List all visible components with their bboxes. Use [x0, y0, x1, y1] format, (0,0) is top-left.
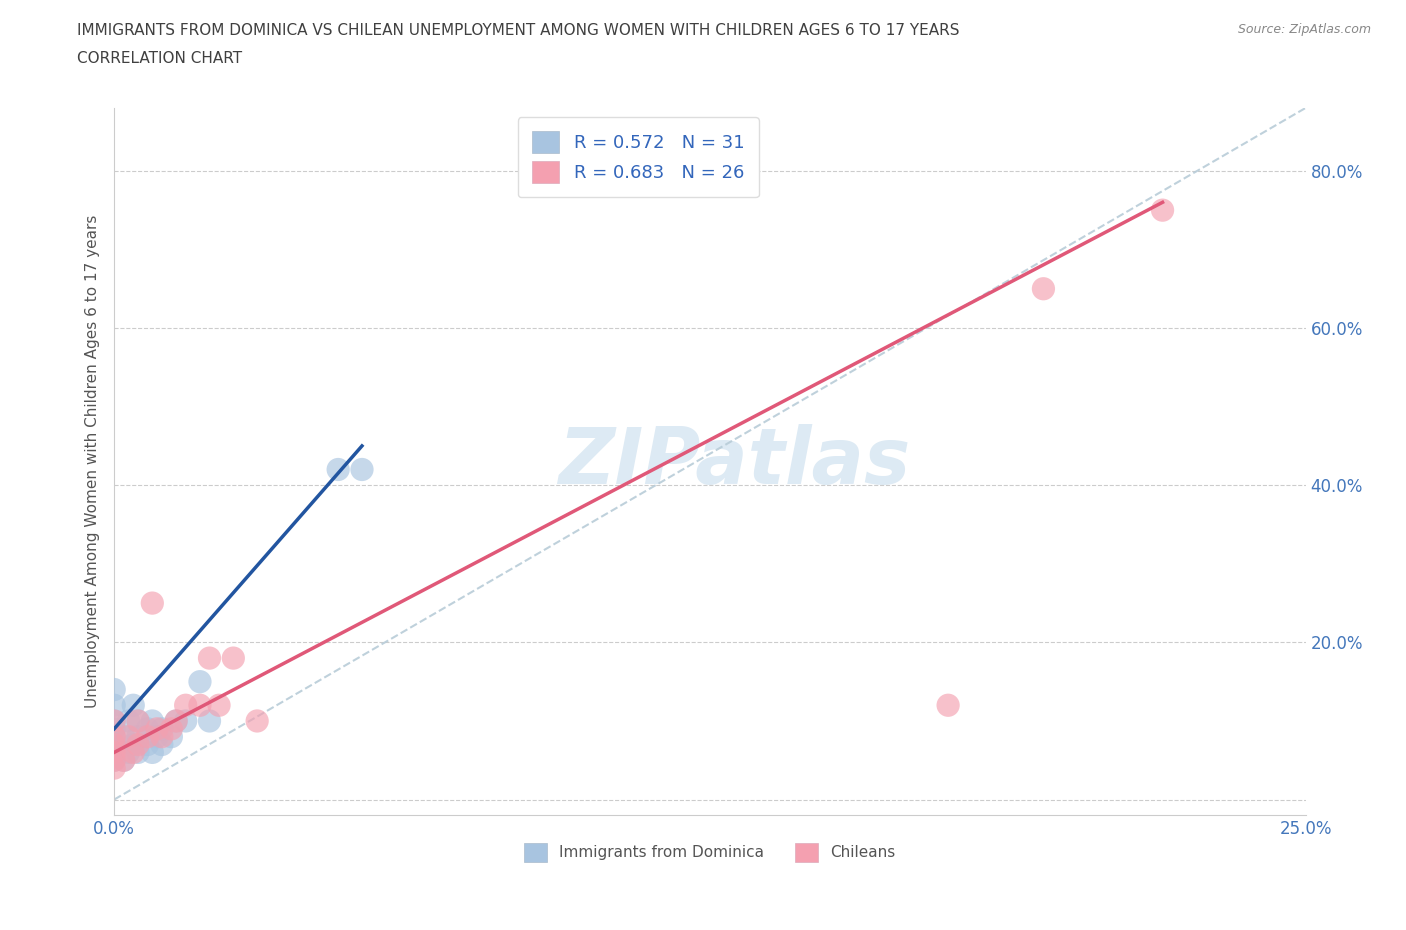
Point [122, 745, 145, 760]
Text: IMMIGRANTS FROM DOMINICA VS CHILEAN UNEMPLOYMENT AMONG WOMEN WITH CHILDREN AGES : IMMIGRANTS FROM DOMINICA VS CHILEAN UNEM… [77, 23, 960, 38]
Point [136, 722, 159, 737]
Point [103, 752, 125, 767]
Point [103, 737, 125, 752]
Text: Source: ZipAtlas.com: Source: ZipAtlas.com [1237, 23, 1371, 36]
Point [136, 737, 159, 752]
Point [208, 698, 231, 712]
Point [103, 698, 125, 712]
Text: CORRELATION CHART: CORRELATION CHART [77, 51, 242, 66]
Point [103, 682, 125, 697]
Point [112, 752, 135, 767]
Point [136, 729, 159, 744]
Legend: Immigrants from Dominica, Chileans: Immigrants from Dominica, Chileans [519, 837, 901, 868]
Point [112, 729, 135, 744]
Y-axis label: Unemployment Among Women with Children Ages 6 to 17 years: Unemployment Among Women with Children A… [86, 215, 100, 709]
Point [141, 595, 163, 610]
Point [103, 737, 125, 752]
Point [328, 462, 350, 477]
Point [103, 729, 125, 744]
Point [350, 462, 373, 477]
Point [141, 745, 163, 760]
Point [150, 737, 173, 752]
Point [150, 722, 173, 737]
Point [1152, 203, 1174, 218]
Point [117, 745, 139, 760]
Point [103, 713, 125, 728]
Point [117, 729, 139, 744]
Point [103, 761, 125, 776]
Point [122, 698, 145, 712]
Point [188, 698, 211, 712]
Point [127, 713, 149, 728]
Point [1032, 281, 1054, 296]
Point [127, 713, 149, 728]
Text: ZIPatlas: ZIPatlas [558, 424, 910, 499]
Point [160, 729, 183, 744]
Point [165, 713, 187, 728]
Point [103, 745, 125, 760]
Point [103, 729, 125, 744]
Point [246, 713, 269, 728]
Point [188, 674, 211, 689]
Point [127, 737, 149, 752]
Point [936, 698, 959, 712]
Point [117, 713, 139, 728]
Point [127, 729, 149, 744]
Point [198, 713, 221, 728]
Point [160, 722, 183, 737]
Point [103, 745, 125, 760]
Point [165, 713, 187, 728]
Point [112, 752, 135, 767]
Point [198, 651, 221, 666]
Point [103, 713, 125, 728]
Point [127, 745, 149, 760]
Point [103, 722, 125, 737]
Point [141, 713, 163, 728]
Point [174, 713, 197, 728]
Point [122, 737, 145, 752]
Point [146, 729, 169, 744]
Point [103, 752, 125, 767]
Point [150, 729, 173, 744]
Point [146, 722, 169, 737]
Point [174, 698, 197, 712]
Point [222, 651, 245, 666]
